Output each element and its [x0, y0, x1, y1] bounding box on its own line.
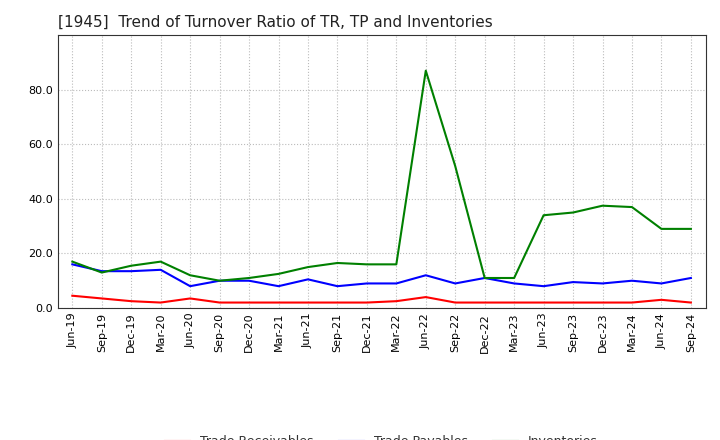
- Inventories: [186, 273, 194, 278]
- Trade Receivables: [156, 300, 165, 305]
- Inventories: [215, 278, 224, 283]
- Trade Receivables: [628, 300, 636, 305]
- Trade Receivables: [274, 300, 283, 305]
- Trade Receivables: [333, 300, 342, 305]
- Line: Trade Receivables: Trade Receivables: [72, 296, 691, 303]
- Trade Receivables: [451, 300, 459, 305]
- Legend: Trade Receivables, Trade Payables, Inventories: Trade Receivables, Trade Payables, Inven…: [159, 429, 604, 440]
- Inventories: [97, 270, 106, 275]
- Trade Payables: [333, 283, 342, 289]
- Trade Payables: [628, 278, 636, 283]
- Inventories: [539, 213, 548, 218]
- Inventories: [156, 259, 165, 264]
- Trade Receivables: [215, 300, 224, 305]
- Trade Payables: [510, 281, 518, 286]
- Trade Payables: [657, 281, 666, 286]
- Inventories: [628, 205, 636, 210]
- Trade Payables: [274, 283, 283, 289]
- Trade Payables: [687, 275, 696, 281]
- Trade Receivables: [68, 293, 76, 298]
- Trade Receivables: [598, 300, 607, 305]
- Trade Receivables: [510, 300, 518, 305]
- Trade Receivables: [245, 300, 253, 305]
- Trade Payables: [304, 277, 312, 282]
- Inventories: [363, 262, 372, 267]
- Trade Receivables: [186, 296, 194, 301]
- Trade Payables: [68, 262, 76, 267]
- Inventories: [569, 210, 577, 215]
- Inventories: [657, 226, 666, 231]
- Trade Payables: [186, 283, 194, 289]
- Trade Receivables: [480, 300, 489, 305]
- Text: [1945]  Trend of Turnover Ratio of TR, TP and Inventories: [1945] Trend of Turnover Ratio of TR, TP…: [58, 15, 492, 30]
- Inventories: [392, 262, 400, 267]
- Trade Receivables: [657, 297, 666, 302]
- Trade Receivables: [363, 300, 372, 305]
- Trade Payables: [156, 267, 165, 272]
- Inventories: [274, 271, 283, 276]
- Line: Trade Payables: Trade Payables: [72, 264, 691, 286]
- Inventories: [127, 263, 135, 268]
- Trade Payables: [127, 268, 135, 274]
- Inventories: [598, 203, 607, 209]
- Trade Payables: [363, 281, 372, 286]
- Trade Receivables: [421, 294, 430, 300]
- Inventories: [333, 260, 342, 266]
- Inventories: [304, 264, 312, 270]
- Inventories: [245, 275, 253, 281]
- Inventories: [421, 68, 430, 73]
- Trade Receivables: [687, 300, 696, 305]
- Trade Payables: [392, 281, 400, 286]
- Inventories: [510, 275, 518, 281]
- Trade Payables: [97, 268, 106, 274]
- Trade Payables: [480, 275, 489, 281]
- Trade Payables: [598, 281, 607, 286]
- Inventories: [68, 259, 76, 264]
- Line: Inventories: Inventories: [72, 71, 691, 281]
- Inventories: [687, 226, 696, 231]
- Trade Payables: [215, 278, 224, 283]
- Trade Payables: [451, 281, 459, 286]
- Trade Payables: [245, 278, 253, 283]
- Trade Receivables: [539, 300, 548, 305]
- Trade Receivables: [392, 299, 400, 304]
- Trade Receivables: [304, 300, 312, 305]
- Inventories: [451, 164, 459, 169]
- Trade Payables: [539, 283, 548, 289]
- Inventories: [480, 275, 489, 281]
- Trade Payables: [569, 279, 577, 285]
- Trade Receivables: [569, 300, 577, 305]
- Trade Receivables: [97, 296, 106, 301]
- Trade Payables: [421, 273, 430, 278]
- Trade Receivables: [127, 299, 135, 304]
